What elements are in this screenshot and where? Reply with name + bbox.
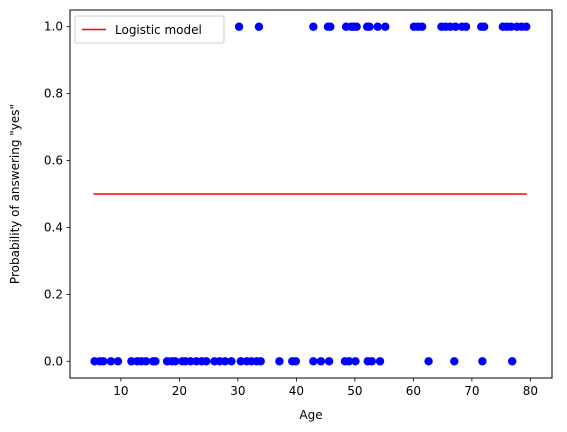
data-point	[254, 22, 264, 31]
x-tick-label: 30	[230, 384, 245, 398]
data-point	[326, 22, 335, 31]
x-tick-label: 20	[172, 384, 187, 398]
data-point	[508, 357, 517, 366]
data-point	[522, 22, 531, 31]
data-point	[227, 357, 236, 366]
data-point	[106, 357, 116, 366]
legend-label-logistic-model: Logistic model	[115, 23, 202, 37]
data-point	[324, 357, 334, 366]
data-point	[151, 357, 160, 366]
x-tick-label: 50	[347, 384, 362, 398]
data-point	[234, 22, 244, 31]
ticks: 10 20 30 40 50 60 70 80 0.0 0.2 0.4 0.6 0.8 1.0	[44, 20, 538, 398]
legend-box	[74, 15, 225, 44]
x-axis-label: Age	[299, 408, 322, 422]
x-tick-label: 40	[289, 384, 304, 398]
y-tick-label: 0.4	[44, 220, 63, 234]
data-point	[316, 357, 326, 366]
data-point	[344, 357, 354, 366]
data-point	[291, 357, 300, 366]
data-point	[99, 357, 108, 366]
data-point	[365, 22, 374, 31]
data-point	[202, 357, 211, 366]
data-point	[506, 22, 516, 31]
data-point	[417, 22, 427, 31]
x-tick-label: 60	[406, 384, 421, 398]
data-point	[186, 357, 195, 366]
y-tick-label: 0.6	[44, 154, 63, 168]
data-point	[256, 357, 265, 366]
y-axis-label: Probability of answering "yes"	[8, 104, 22, 284]
data-point	[478, 357, 487, 366]
data-point	[171, 357, 180, 366]
data-point	[424, 357, 433, 366]
y-tick-label: 1.0	[44, 20, 63, 34]
data-point	[309, 357, 318, 366]
data-point	[309, 22, 318, 31]
data-point	[461, 22, 471, 31]
data-point	[352, 22, 361, 31]
data-point	[127, 357, 136, 366]
data-point	[367, 357, 377, 366]
x-tick-label: 70	[464, 384, 479, 398]
data-point	[113, 357, 123, 366]
data-point	[220, 357, 230, 366]
data-point	[375, 357, 385, 366]
data-point	[451, 22, 460, 31]
axes-frame	[69, 9, 553, 379]
y-tick-label: 0.0	[44, 354, 63, 368]
y-tick-label: 0.2	[44, 287, 63, 301]
x-tick-label: 80	[523, 384, 538, 398]
x-tick-label: 10	[113, 384, 128, 398]
data-point	[450, 357, 459, 366]
legend: Logistic model	[74, 15, 225, 44]
data-point	[236, 357, 246, 366]
data-point	[351, 357, 360, 366]
plot-area	[90, 22, 531, 366]
data-point	[381, 22, 390, 31]
data-point	[141, 357, 151, 366]
y-tick-label: 0.8	[44, 87, 63, 101]
data-point	[275, 357, 284, 366]
data-point	[373, 22, 382, 31]
data-point	[479, 22, 489, 31]
